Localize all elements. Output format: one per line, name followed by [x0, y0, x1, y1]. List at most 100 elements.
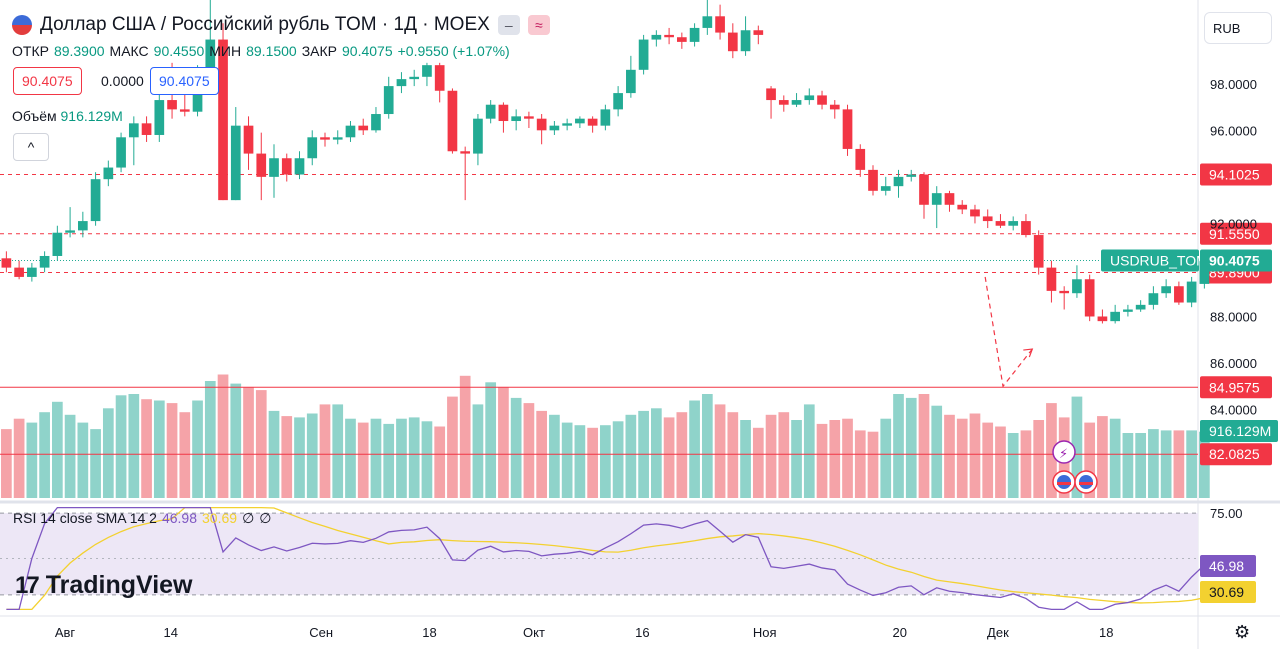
candle-body — [651, 34, 662, 40]
candle-body — [27, 267, 37, 277]
candle-body — [90, 179, 101, 222]
current-price-label: 90.4075 — [1200, 249, 1272, 272]
candle-body — [740, 30, 751, 52]
symbol-price-label-text: USDRUB_TOM — [1110, 252, 1208, 268]
volume-bar — [1122, 433, 1134, 498]
volume-bar — [918, 394, 930, 498]
volume-bar — [421, 421, 433, 498]
candle-body — [498, 104, 509, 122]
volume-bar — [1020, 430, 1032, 498]
candle-body — [345, 125, 356, 138]
high-value: 90.4550 — [153, 43, 205, 59]
candle-body — [39, 255, 50, 268]
candle-body — [549, 125, 560, 131]
sell-price-box[interactable]: 90.4075 — [13, 67, 82, 95]
volume-bar — [472, 404, 484, 498]
volume-bar — [650, 408, 662, 498]
volume-bar — [498, 387, 509, 498]
rsi-ma-value-label-text: 30.69 — [1209, 584, 1244, 600]
time-tick-label: Окт — [523, 625, 545, 640]
horizontal-line-label: 91.5550 — [1200, 222, 1272, 245]
time-tick-label: 18 — [1099, 625, 1113, 640]
volume-bar — [765, 414, 777, 498]
volume-bar — [1, 429, 12, 498]
price-tick-label: 92.0000 — [1210, 216, 1257, 231]
tradingview-logo[interactable]: 17 TradingView — [15, 571, 193, 600]
volume-axis-label-text: 916.129M — [1209, 423, 1271, 439]
horizontal-line-label-text: 82.0825 — [1209, 446, 1260, 462]
symbol-title[interactable]: Доллар США / Российский рубль TOM · 1Д ·… — [40, 14, 490, 35]
volume-bar — [90, 429, 101, 498]
candle-body — [320, 137, 330, 140]
rsi-ma-value: 30.69 — [202, 510, 238, 526]
candle-body — [919, 174, 929, 205]
volume-bar — [1071, 396, 1083, 498]
volume-bar — [778, 412, 790, 498]
symbol-price-label: USDRUB_TOM — [1101, 249, 1208, 272]
tv-brand-name: TradingView — [45, 571, 193, 599]
price-tick-label: 88.0000 — [1210, 309, 1257, 324]
candle-body — [205, 39, 216, 77]
price-tick-label: 98.0000 — [1210, 77, 1257, 92]
candle-body — [409, 76, 420, 80]
symbol-header[interactable]: Доллар США / Российский рубль TOM · 1Д ·… — [12, 14, 550, 36]
candle-body — [957, 204, 968, 210]
candle-body — [77, 221, 88, 231]
candle-body — [727, 32, 738, 52]
candle-body — [460, 151, 471, 154]
ohlc-legend: ОТКР 89.3900 МАКС 90.4550 МИН 89.1500 ЗАКР 9… — [12, 43, 510, 59]
candle-body — [485, 104, 496, 119]
flag-stripe — [1079, 482, 1093, 485]
gear-icon[interactable]: ⚙ — [1234, 622, 1251, 642]
candle-body — [473, 118, 483, 154]
candle-body — [982, 216, 993, 222]
volume-bar — [612, 421, 624, 498]
volume-bar — [842, 418, 853, 498]
candle-body — [1046, 267, 1057, 291]
horizontal-line-label-bg — [1200, 222, 1272, 245]
candle-body — [167, 100, 177, 110]
volume-bar — [64, 414, 76, 498]
rsi-empty-1: ∅ — [242, 510, 255, 526]
candle-body — [868, 169, 878, 191]
wave-chip-icon[interactable]: ≈ — [527, 15, 550, 35]
candle-body — [332, 137, 343, 140]
candle-body — [791, 100, 802, 105]
candle-body — [179, 109, 190, 112]
volume-bar — [982, 422, 994, 498]
candle-body — [702, 16, 713, 28]
candle-body — [715, 16, 725, 33]
candle-body — [230, 125, 241, 201]
volume-bar — [26, 422, 38, 498]
currency-selector[interactable]: RUB — [1204, 12, 1272, 44]
candle-body — [256, 153, 267, 177]
volume-bar — [1186, 430, 1197, 498]
spread-value: 0.0000 — [92, 67, 153, 95]
volume-bar — [880, 418, 892, 498]
candle-body — [1174, 286, 1184, 303]
volume-bar — [893, 394, 904, 498]
candle-body — [613, 93, 623, 110]
candle-body — [1008, 221, 1019, 226]
minus-chip-icon[interactable]: – — [497, 15, 520, 35]
volume-bar — [816, 423, 828, 498]
time-tick-label: 14 — [164, 625, 178, 640]
candle-body — [141, 123, 152, 135]
projection-arrowhead — [1023, 348, 1034, 358]
volume-bar — [1084, 422, 1096, 498]
candle-body — [855, 148, 866, 170]
candle-body — [906, 174, 917, 177]
collapse-legend-button[interactable]: ^ — [13, 133, 49, 161]
volume-bar — [510, 397, 522, 498]
volume-bars — [1, 374, 1210, 498]
volume-bar — [383, 423, 395, 498]
candle-body — [1199, 260, 1210, 284]
buy-price-box[interactable]: 90.4075 — [150, 67, 219, 95]
volume-bar — [854, 430, 866, 498]
candle-body — [243, 125, 254, 154]
candle-body — [422, 65, 432, 77]
volume-bar — [587, 427, 598, 498]
rsi-ma-value-label-bg — [1200, 581, 1256, 603]
candle-body — [689, 27, 700, 42]
